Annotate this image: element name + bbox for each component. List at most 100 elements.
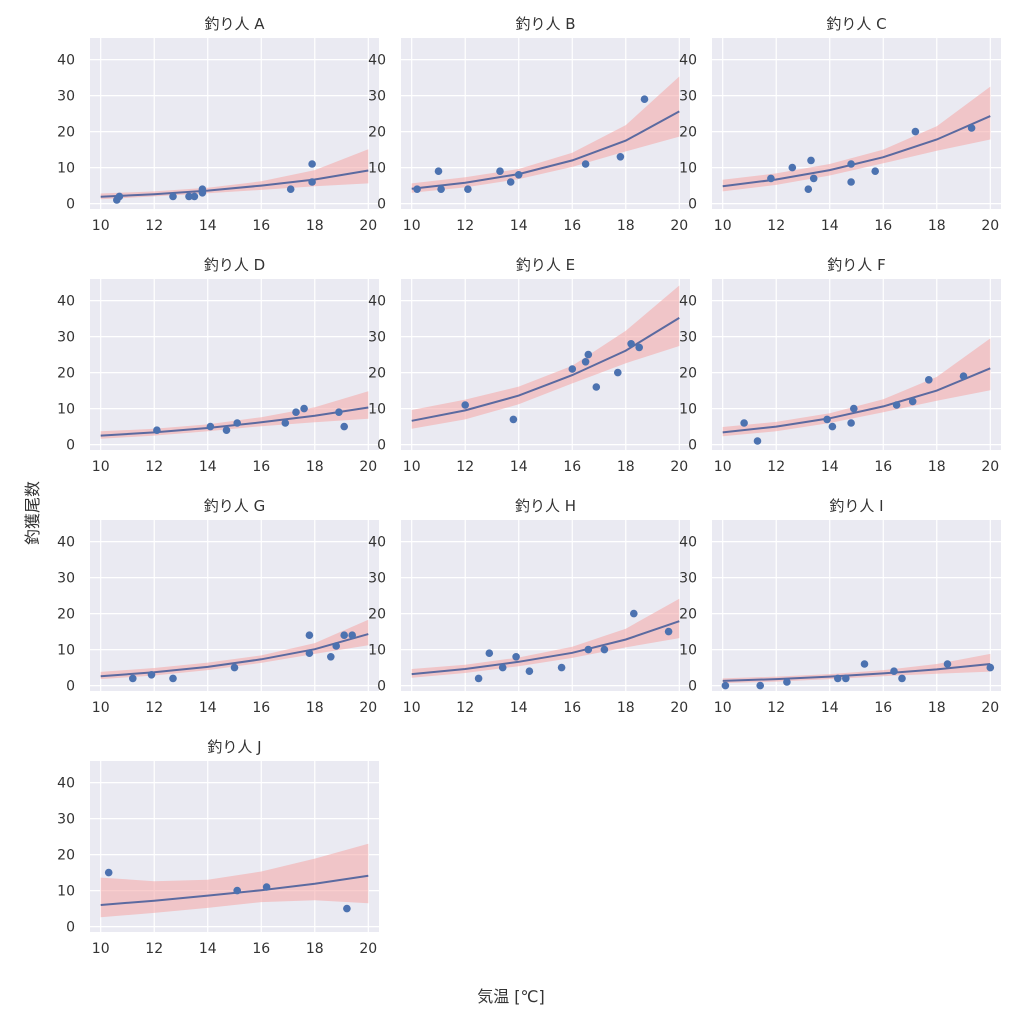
x-tick-label: 16 (252, 941, 270, 957)
x-tick-label: 14 (199, 218, 217, 234)
data-point (892, 401, 901, 409)
x-tick-label: 20 (670, 700, 688, 716)
data-point (828, 422, 837, 431)
data-point (308, 160, 316, 168)
y-tick-label: 40 (368, 294, 386, 310)
confidence-band (411, 76, 680, 193)
y-tick-label: 10 (679, 402, 697, 418)
x-tick-label: 20 (359, 941, 377, 957)
data-point (335, 408, 343, 417)
panel-8: 10 12 14 16 18 20 0 10 20 30 40 釣り人 H (368, 497, 690, 716)
data-point (222, 426, 231, 435)
x-tick-label: 14 (199, 941, 217, 957)
x-tick-label: 12 (767, 459, 785, 475)
y-tick-label: 30 (679, 571, 697, 587)
confidence-band (100, 149, 369, 200)
data-point (281, 419, 290, 427)
fitted-line (100, 633, 369, 678)
data-point (514, 171, 523, 179)
x-tick-label: 12 (767, 218, 785, 234)
x-tick-label: 12 (456, 700, 474, 716)
fitted-line (722, 367, 991, 434)
x-tick-label: 18 (617, 700, 635, 716)
data-point (305, 649, 314, 657)
plot-background (401, 520, 690, 691)
data-point (809, 174, 818, 183)
y-tick-label: 20 (57, 125, 75, 141)
data-point (627, 340, 635, 348)
data-point (233, 886, 241, 895)
x-tick-label: 18 (928, 459, 946, 475)
x-tick-label: 10 (403, 218, 421, 234)
y-tick-label: 30 (679, 89, 697, 105)
y-tick-label: 20 (368, 366, 386, 382)
y-tick-label: 40 (679, 535, 697, 551)
y-tick-label: 0 (66, 438, 75, 454)
x-tick-label: 16 (874, 700, 892, 716)
y-tick-label: 10 (679, 161, 697, 177)
y-tick-label: 40 (679, 53, 697, 69)
x-tick-label: 12 (456, 218, 474, 234)
data-point (434, 167, 443, 175)
x-tick-label: 12 (145, 700, 163, 716)
data-point (943, 660, 952, 668)
data-point (860, 660, 869, 668)
data-point (509, 415, 518, 424)
plot-background (712, 279, 1001, 450)
data-point (908, 397, 917, 406)
y-tick-label: 20 (57, 607, 75, 623)
data-point (104, 868, 113, 877)
data-point (485, 649, 494, 657)
data-point (911, 127, 920, 136)
x-tick-label: 18 (306, 941, 324, 957)
x-tick-label: 10 (714, 459, 732, 475)
y-tick-label: 20 (57, 366, 75, 382)
data-point (437, 185, 445, 193)
data-point (496, 167, 504, 175)
panel-title: 釣り人 A (204, 15, 265, 33)
y-tick-label: 10 (57, 643, 75, 659)
x-tick-label: 10 (92, 941, 110, 957)
data-point (834, 674, 842, 683)
x-tick-label: 10 (92, 218, 110, 234)
x-tick-label: 14 (821, 218, 839, 234)
data-point (959, 372, 968, 381)
data-point (190, 192, 199, 201)
x-tick-label: 16 (252, 459, 270, 475)
data-point (925, 376, 933, 384)
data-point (664, 627, 673, 636)
data-point (147, 671, 156, 679)
x-tick-label: 12 (145, 218, 163, 234)
confidence-band (722, 338, 991, 437)
y-tick-label: 10 (57, 402, 75, 418)
y-tick-label: 20 (368, 125, 386, 141)
y-tick-label: 30 (57, 571, 75, 587)
y-tick-label: 10 (368, 643, 386, 659)
fitted-line (411, 110, 680, 190)
data-point (807, 156, 815, 165)
y-tick-label: 0 (377, 679, 386, 695)
panel-10: 10 12 14 16 18 20 0 10 20 30 40 釣り人 J (57, 738, 379, 957)
panel-5: 10 12 14 16 18 20 0 10 20 30 40 釣り人 E (368, 256, 690, 475)
x-tick-label: 14 (199, 700, 217, 716)
y-tick-label: 20 (679, 366, 697, 382)
data-point (753, 437, 762, 445)
data-point (413, 185, 421, 193)
data-point (525, 667, 534, 675)
x-tick-label: 16 (563, 459, 581, 475)
data-point (340, 422, 349, 431)
data-point (498, 663, 507, 672)
x-tick-label: 18 (306, 459, 324, 475)
data-point (169, 192, 177, 201)
data-point (592, 383, 601, 391)
y-tick-label: 40 (679, 294, 697, 310)
x-tick-label: 16 (252, 218, 270, 234)
data-point (847, 178, 855, 186)
data-point (635, 343, 643, 352)
fitted-line (722, 115, 991, 188)
y-tick-label: 30 (57, 89, 75, 105)
panel-4: 10 12 14 16 18 20 0 10 20 30 40 釣り人 D (57, 256, 379, 475)
y-tick-label: 10 (679, 643, 697, 659)
x-tick-label: 14 (510, 700, 528, 716)
